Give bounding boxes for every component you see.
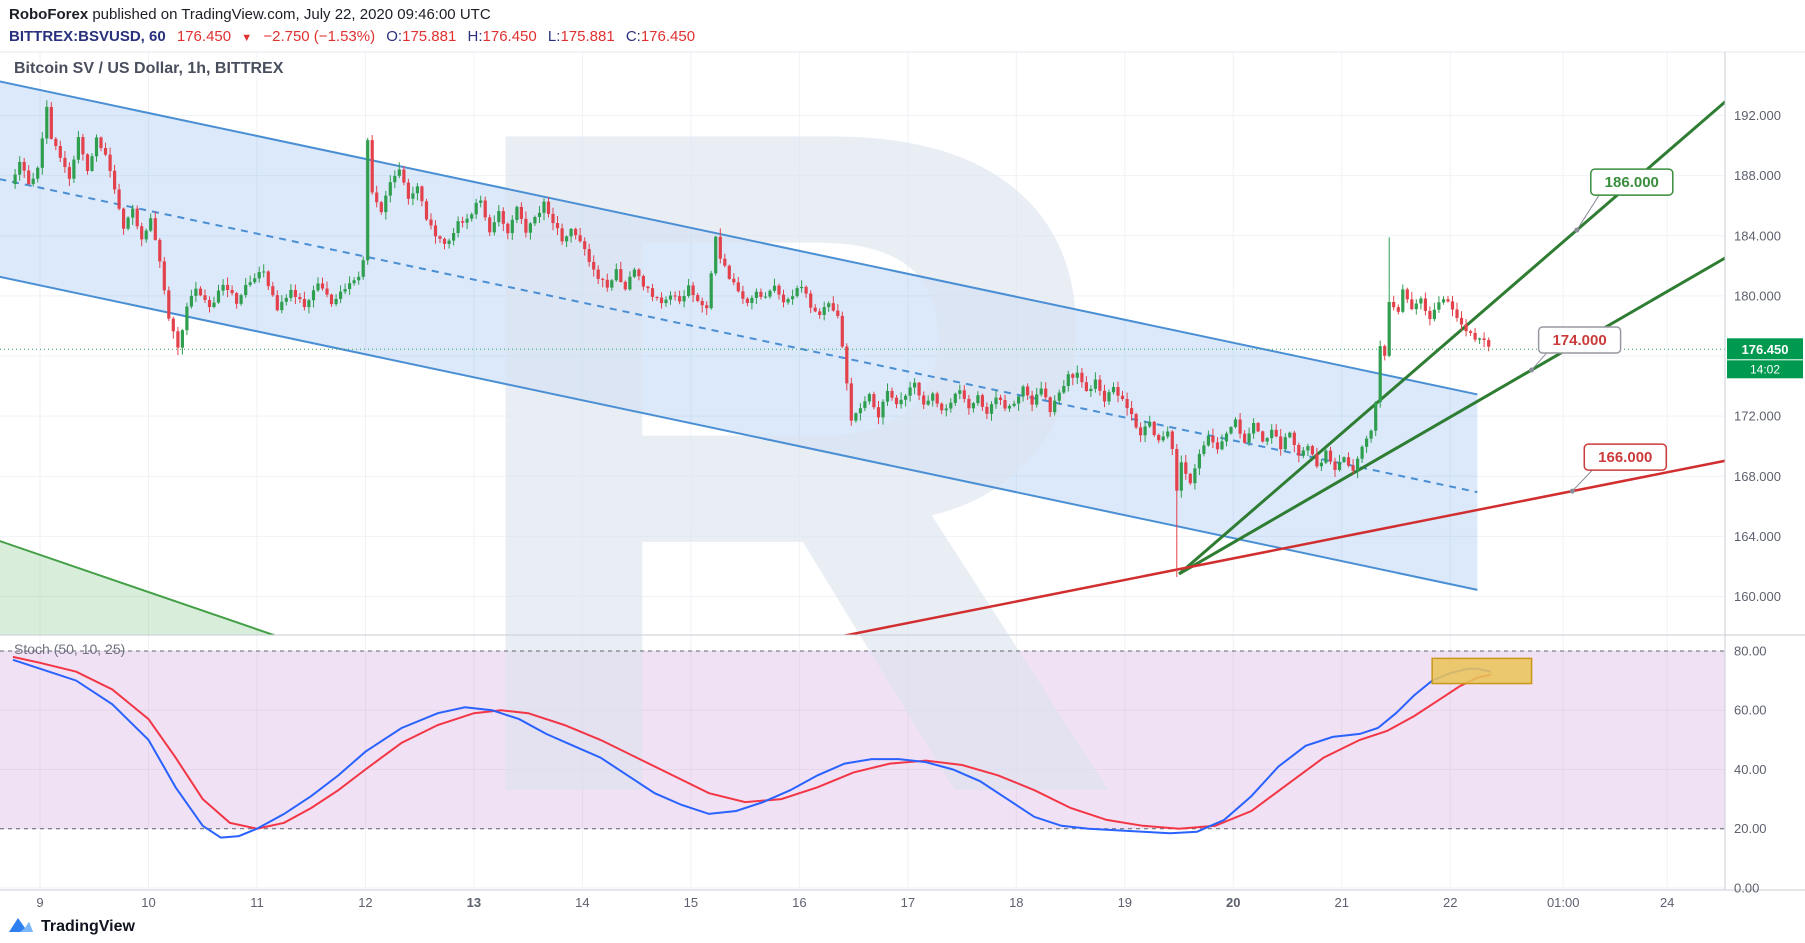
svg-text:40.00: 40.00 — [1734, 762, 1767, 777]
svg-text:174.000: 174.000 — [1552, 332, 1606, 349]
svg-text:12: 12 — [358, 895, 372, 910]
svg-text:16: 16 — [792, 895, 806, 910]
open-label: O: — [386, 28, 403, 45]
symbol-name[interactable]: BITTREX:BSVUSD, 60 — [9, 28, 166, 45]
stoch-pane — [0, 650, 1725, 839]
svg-text:24: 24 — [1660, 895, 1674, 910]
high-label: H: — [467, 28, 483, 45]
channel-lines[interactable] — [0, 80, 1478, 591]
svg-text:184.000: 184.000 — [1734, 228, 1781, 243]
svg-text:180.000: 180.000 — [1734, 288, 1781, 303]
svg-text:164.000: 164.000 — [1734, 529, 1781, 544]
publish-text: published on TradingView.com, July 22, 2… — [88, 6, 491, 23]
svg-text:21: 21 — [1335, 895, 1349, 910]
low-label: L: — [547, 28, 561, 45]
svg-text:14: 14 — [575, 895, 589, 910]
support-wedge-drawing[interactable] — [0, 540, 285, 639]
svg-text:188.000: 188.000 — [1734, 168, 1781, 183]
svg-text:01:00: 01:00 — [1547, 895, 1580, 910]
svg-text:160.000: 160.000 — [1734, 589, 1781, 604]
footer: TradingView — [8, 914, 135, 940]
stoch-d-line — [12, 655, 1492, 830]
price-label-186[interactable]: 186.000 — [1574, 168, 1674, 233]
change-direction-icon: ▼ — [241, 32, 253, 44]
publisher-name: RoboForex — [9, 6, 89, 23]
last-price-badge: 176.450 14:02 — [1727, 338, 1803, 379]
svg-text:20.00: 20.00 — [1734, 821, 1767, 836]
price-label-174[interactable]: 174.000 — [1529, 326, 1622, 373]
tradingview-logo-icon[interactable] — [8, 915, 34, 940]
svg-text:0.00: 0.00 — [1734, 881, 1759, 896]
svg-text:186.000: 186.000 — [1605, 174, 1659, 191]
open-value: 175.881 — [402, 28, 457, 45]
publish-info-line: RoboForex published on TradingView.com, … — [9, 6, 1805, 23]
svg-text:11: 11 — [250, 895, 264, 910]
time-axis[interactable]: 9 10 11 12 13 14 15 16 17 18 19 20 21 22 01:00 24 — [36, 895, 1674, 910]
stoch-highlight-box[interactable] — [1431, 657, 1533, 685]
roboforex-watermark: R — [442, 50, 1128, 912]
candles-layer — [13, 100, 1491, 577]
chart-background — [0, 50, 1805, 912]
last-price-value: 176.450 — [176, 28, 232, 45]
svg-text:172.000: 172.000 — [1734, 409, 1781, 424]
svg-text:18: 18 — [1009, 895, 1023, 910]
tradingview-wordmark[interactable]: TradingView — [41, 918, 135, 935]
ascending-trendline-shallow[interactable] — [1178, 256, 1726, 576]
header: RoboForex published on TradingView.com, … — [0, 0, 1805, 50]
svg-text:60.00: 60.00 — [1734, 703, 1767, 718]
svg-text:176.450: 176.450 — [1742, 342, 1789, 357]
svg-text:14:02: 14:02 — [1750, 362, 1780, 376]
high-value: 176.450 — [482, 28, 537, 45]
svg-text:168.000: 168.000 — [1734, 469, 1781, 484]
rising-support-red[interactable] — [844, 459, 1726, 636]
stoch-indicator-label[interactable]: Stoch (50, 10, 25) — [14, 641, 126, 657]
svg-text:80.00: 80.00 — [1734, 643, 1767, 658]
close-value: 176.450 — [640, 28, 696, 45]
svg-text:10: 10 — [141, 895, 155, 910]
symbol-info-bar: BITTREX:BSVUSD, 60 176.450 ▼ −2.750 (−1.… — [9, 28, 1805, 45]
svg-text:9: 9 — [36, 895, 43, 910]
svg-text:13: 13 — [467, 895, 481, 910]
svg-text:19: 19 — [1118, 895, 1132, 910]
price-label-166[interactable]: 166.000 — [1569, 443, 1668, 494]
svg-text:166.000: 166.000 — [1598, 449, 1652, 466]
low-value: 175.881 — [560, 28, 615, 45]
svg-text:22: 22 — [1443, 895, 1457, 910]
price-axis[interactable]: 192.000 188.000 184.000 180.000 172.000 168.0… — [1734, 108, 1781, 895]
svg-text:20: 20 — [1226, 895, 1240, 910]
close-label: C: — [625, 28, 641, 45]
chart-canvas[interactable]: R 186.000 174.000 166.000 192.000 188.000 184.… — [0, 50, 1805, 912]
svg-text:15: 15 — [684, 895, 698, 910]
svg-text:17: 17 — [901, 895, 915, 910]
chart-title: Bitcoin SV / US Dollar, 1h, BITTREX — [14, 60, 284, 77]
svg-text:192.000: 192.000 — [1734, 108, 1781, 123]
price-change: −2.750 (−1.53%) — [263, 28, 376, 45]
stoch-k-line — [12, 658, 1492, 839]
